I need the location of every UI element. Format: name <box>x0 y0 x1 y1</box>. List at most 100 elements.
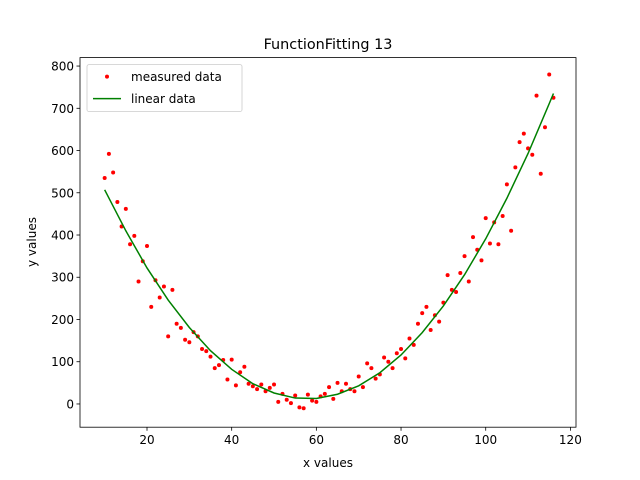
data-point <box>102 175 107 180</box>
data-line <box>103 93 555 400</box>
data-point <box>415 321 420 326</box>
data-point <box>200 347 205 352</box>
data-point <box>394 351 399 356</box>
data-point <box>250 384 255 389</box>
data-point <box>386 359 391 364</box>
y-tick-label: 600 <box>51 144 74 158</box>
chart-title: FunctionFitting 13 <box>264 37 393 53</box>
data-point <box>390 366 395 371</box>
data-point <box>288 401 293 406</box>
data-point <box>238 370 243 375</box>
data-point <box>411 342 416 347</box>
data-point <box>178 325 183 330</box>
data-point <box>343 381 348 386</box>
data-point <box>259 382 264 387</box>
data-point <box>204 349 209 354</box>
data-point <box>479 258 484 263</box>
y-tick-label: 300 <box>51 271 74 285</box>
data-point <box>471 235 476 240</box>
x-tick-label: 20 <box>139 433 154 447</box>
y-tick-label: 500 <box>51 186 74 200</box>
data-point <box>149 304 154 309</box>
data-point <box>521 131 526 136</box>
data-point <box>293 393 298 398</box>
data-point <box>547 72 552 77</box>
data-point <box>504 182 509 187</box>
data-point <box>157 295 162 300</box>
data-point <box>331 396 336 401</box>
y-tick-label: 800 <box>51 60 74 74</box>
data-point <box>466 279 471 284</box>
data-point <box>229 357 234 362</box>
data-point <box>233 383 238 388</box>
data-point <box>496 242 501 247</box>
data-point <box>403 356 408 361</box>
data-point <box>170 287 175 292</box>
data-point <box>314 399 319 404</box>
data-point <box>327 385 332 390</box>
data-point <box>538 171 543 176</box>
data-point <box>272 382 277 387</box>
data-point <box>542 125 547 130</box>
data-point <box>301 406 306 411</box>
data-point <box>462 254 467 259</box>
data-point <box>500 214 505 218</box>
data-point <box>136 279 141 284</box>
y-tick-label: 700 <box>51 102 74 116</box>
legend-label: measured data <box>131 70 222 84</box>
data-point <box>255 387 260 392</box>
data-point <box>310 398 315 403</box>
data-point <box>123 206 128 211</box>
data-point <box>335 380 340 385</box>
data-point <box>106 151 111 156</box>
data-point <box>483 216 488 221</box>
data-point <box>360 385 365 390</box>
data-point <box>420 311 425 316</box>
data-point <box>161 284 166 289</box>
data-point <box>424 304 429 309</box>
data-point <box>428 328 433 333</box>
axes-frame <box>79 57 577 428</box>
data-point <box>187 340 192 345</box>
data-point <box>267 385 272 390</box>
data-point <box>208 354 213 359</box>
data-point <box>183 337 188 342</box>
data-point <box>322 391 327 396</box>
data-point <box>365 361 370 366</box>
x-tick-label: 40 <box>224 433 239 447</box>
data-point <box>373 376 378 381</box>
x-axis-label: x values <box>303 456 353 470</box>
data-point <box>517 140 522 145</box>
data-point <box>132 233 137 238</box>
data-point <box>305 392 310 397</box>
data-point <box>437 319 442 324</box>
y-tick-label: 100 <box>51 355 74 369</box>
legend-box <box>86 64 243 112</box>
data-point <box>454 290 459 295</box>
data-point <box>297 405 302 410</box>
data-point <box>166 334 171 339</box>
data-point <box>487 241 492 246</box>
y-tick-label: 200 <box>51 313 74 327</box>
legend-label: linear data <box>131 92 196 106</box>
data-point <box>111 170 116 175</box>
data-point <box>216 363 221 368</box>
data-point <box>242 364 247 369</box>
data-point <box>399 347 404 352</box>
data-point <box>369 366 374 371</box>
data-point <box>174 321 179 326</box>
data-point <box>115 200 120 205</box>
x-tick-label: 60 <box>309 433 324 447</box>
data-point <box>246 381 251 386</box>
x-tick-label: 80 <box>393 433 408 447</box>
data-point <box>382 355 387 360</box>
legend-swatch <box>105 74 109 79</box>
data-point <box>534 93 539 98</box>
data-point <box>530 152 535 157</box>
x-tick-label: 100 <box>474 433 497 447</box>
data-point <box>407 336 412 341</box>
data-point <box>225 377 230 382</box>
data-point <box>276 399 281 404</box>
y-axis-label: y values <box>25 217 39 267</box>
